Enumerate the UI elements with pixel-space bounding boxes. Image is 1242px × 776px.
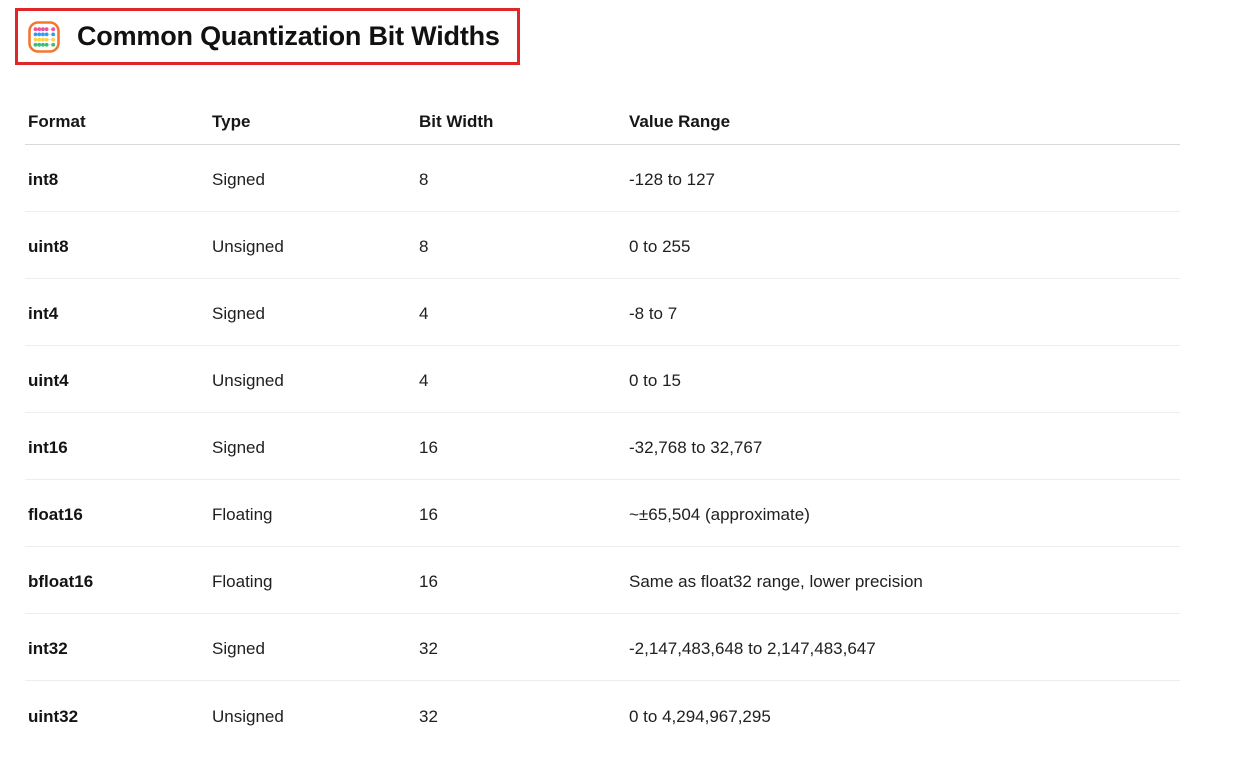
cell-value-range: -128 to 127 [629, 170, 716, 189]
cell-format: bfloat16 [28, 572, 94, 591]
cell-format: int16 [28, 438, 68, 457]
cell-type: Floating [212, 505, 273, 524]
cell-value-range: 0 to 4,294,967,295 [629, 706, 771, 726]
cell-format: uint8 [28, 237, 69, 256]
column-header-value-range: Value Range [629, 112, 731, 131]
cell-bit-width: 32 [419, 706, 438, 726]
cell-type: Signed [212, 304, 265, 323]
cell-type: Signed [212, 438, 265, 457]
table-row-int4: int4 Signed 4 -8 to 7 [25, 279, 1180, 346]
cell-bit-width: 8 [419, 170, 429, 189]
column-header-type: Type [212, 112, 251, 131]
cell-value-range: -8 to 7 [629, 304, 678, 323]
cell-bit-width: 32 [419, 639, 438, 658]
table-row-uint4: uint4 Unsigned 4 0 to 15 [25, 346, 1180, 413]
cell-bit-width: 16 [419, 438, 438, 457]
cell-bit-width: 8 [419, 237, 429, 256]
cell-format: int32 [28, 639, 68, 658]
quantization-table: Format Type Bit Width Value Range int8 S… [25, 100, 1180, 748]
cell-value-range: -32,768 to 32,767 [629, 438, 763, 457]
table-row-int16: int16 Signed 16 -32,768 to 32,767 [25, 413, 1180, 480]
cell-value-range: 0 to 15 [629, 371, 681, 390]
cell-value-range: Same as float32 range, lower precision [629, 572, 923, 591]
cell-format: uint32 [28, 706, 79, 726]
cell-type: Signed [212, 170, 265, 189]
cell-bit-width: 16 [419, 572, 438, 591]
abacus-icon [26, 19, 62, 55]
cell-type: Unsigned [212, 706, 284, 726]
cell-bit-width: 4 [419, 371, 429, 390]
cell-value-range: 0 to 255 [629, 237, 691, 256]
table-row-uint32: uint32 Unsigned 32 0 to 4,294,967,295 [25, 681, 1180, 748]
cell-format: float16 [28, 505, 83, 524]
cell-value-range: -2,147,483,648 to 2,147,483,647 [629, 639, 876, 658]
cell-format: uint4 [28, 371, 69, 390]
table-row-int8: int8 Signed 8 -128 to 127 [25, 145, 1180, 212]
cell-type: Signed [212, 639, 265, 658]
page-title: Common Quantization Bit Widths [77, 21, 500, 51]
cell-format: int4 [28, 304, 59, 323]
table-header-row: Format Type Bit Width Value Range [25, 100, 1180, 145]
cell-format: int8 [28, 170, 59, 189]
column-header-bit-width: Bit Width [419, 112, 494, 131]
cell-type: Unsigned [212, 237, 284, 256]
title-annotation-box: Common Quantization Bit Widths [15, 8, 520, 65]
table-row-float16: float16 Floating 16 ~±65,504 (approximat… [25, 480, 1180, 547]
cell-bit-width: 16 [419, 505, 438, 524]
column-header-format: Format [28, 112, 86, 131]
cell-bit-width: 4 [419, 304, 429, 323]
table-row-bfloat16: bfloat16 Floating 16 Same as float32 ran… [25, 547, 1180, 614]
cell-type: Unsigned [212, 371, 284, 390]
cell-value-range: ~±65,504 (approximate) [629, 505, 810, 524]
table-row-uint8: uint8 Unsigned 8 0 to 255 [25, 212, 1180, 279]
cell-type: Floating [212, 572, 273, 591]
table-row-int32: int32 Signed 32 -2,147,483,648 to 2,147,… [25, 614, 1180, 681]
